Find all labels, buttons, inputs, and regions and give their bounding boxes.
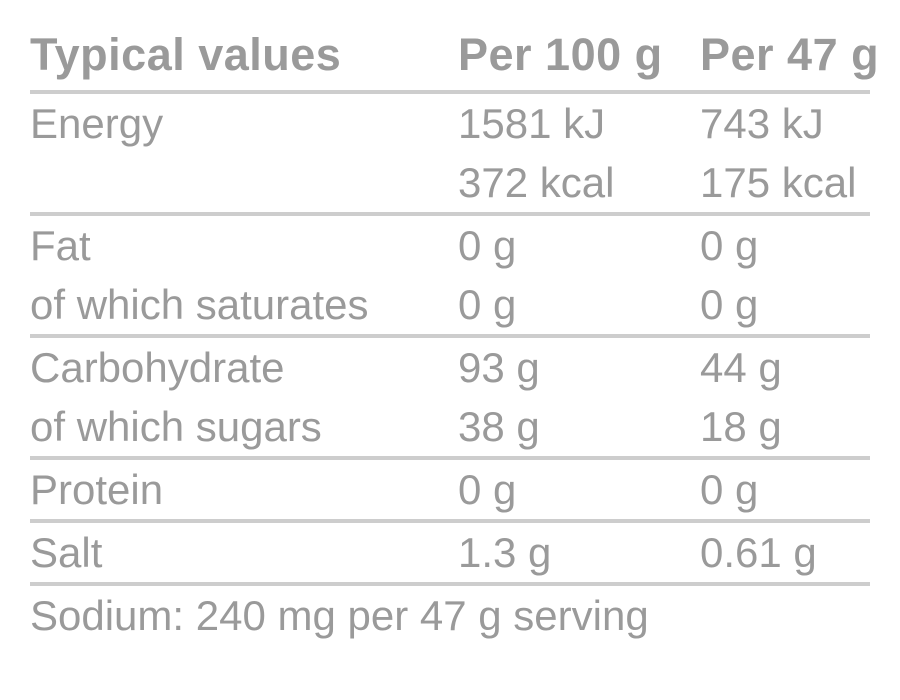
value-per-47g: 44 g <box>700 343 782 391</box>
column-header-per-47g: Per 47 g <box>700 29 880 80</box>
value-per-47g: 18 g <box>700 402 782 450</box>
row-label: of which sugars <box>30 402 322 450</box>
table-row-salt: Salt 1.3 g 0.61 g <box>30 523 870 582</box>
sodium-footnote-row: Sodium: 240 mg per 47 g serving <box>30 586 870 645</box>
row-label: Carbohydrate <box>30 343 285 391</box>
divider-under-carbohydrate <box>30 456 870 460</box>
value-per-47g: 0.61 g <box>700 528 817 576</box>
value-per-47g: 0 g <box>700 221 759 269</box>
value-per-100g: 38 g <box>458 402 540 450</box>
value-per-100g: 1581 kJ <box>458 99 606 147</box>
divider-under-protein <box>30 519 870 523</box>
column-header-typical-values: Typical values <box>30 29 342 80</box>
table-row-saturates: of which saturates 0 g 0 g <box>30 275 870 334</box>
divider-under-header <box>30 90 870 94</box>
value-per-47g: 175 kcal <box>700 158 857 206</box>
row-label: Fat <box>30 221 91 269</box>
table-row-fat: Fat 0 g 0 g <box>30 216 870 275</box>
table-row-sugars: of which sugars 38 g 18 g <box>30 397 870 456</box>
divider-under-energy <box>30 212 870 216</box>
value-per-100g: 93 g <box>458 343 540 391</box>
divider-under-salt <box>30 582 870 586</box>
value-per-100g: 372 kcal <box>458 158 615 206</box>
row-label: Energy <box>30 99 164 147</box>
table-row-energy-kcal: 372 kcal 175 kcal <box>30 153 870 212</box>
sodium-footnote: Sodium: 240 mg per 47 g serving <box>30 591 649 639</box>
value-per-100g: 0 g <box>458 465 517 513</box>
table-row-carbohydrate: Carbohydrate 93 g 44 g <box>30 338 870 397</box>
table-row-energy: Energy 1581 kJ 743 kJ <box>30 94 870 153</box>
row-label: Protein <box>30 465 164 513</box>
divider-under-fat <box>30 334 870 338</box>
table-row-protein: Protein 0 g 0 g <box>30 460 870 519</box>
value-per-100g: 0 g <box>458 280 517 328</box>
value-per-100g: 1.3 g <box>458 528 552 576</box>
table-header-row: Typical values Per 100 g Per 47 g <box>30 20 879 90</box>
column-header-per-100g: Per 100 g <box>458 29 663 80</box>
value-per-47g: 743 kJ <box>700 99 824 147</box>
value-per-47g: 0 g <box>700 465 759 513</box>
row-label: of which saturates <box>30 280 369 328</box>
value-per-47g: 0 g <box>700 280 759 328</box>
value-per-100g: 0 g <box>458 221 517 269</box>
nutrition-table: Typical values Per 100 g Per 47 g Energy… <box>30 0 879 645</box>
row-label: Salt <box>30 528 103 576</box>
